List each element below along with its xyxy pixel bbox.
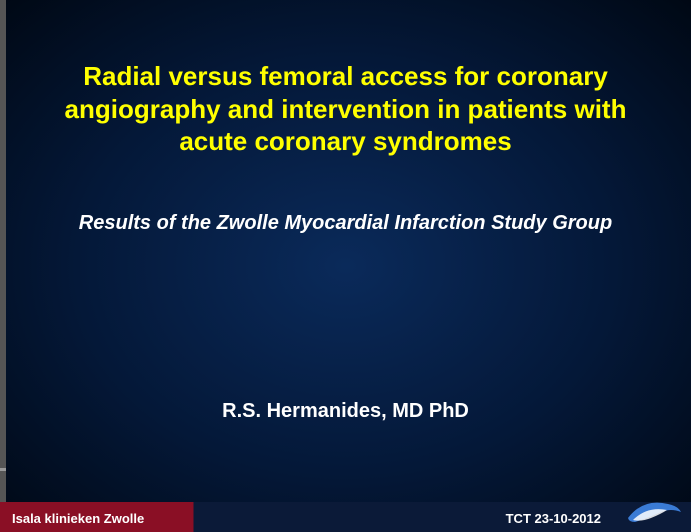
footer-event-date: TCT 23-10-2012 <box>506 511 601 526</box>
presentation-slide: Radial versus femoral access for coronar… <box>0 0 691 532</box>
slide-title: Radial versus femoral access for coronar… <box>40 60 651 158</box>
slide-subtitle: Results of the Zwolle Myocardial Infarct… <box>40 210 651 236</box>
left-edge-strip <box>0 0 6 532</box>
slide-footer: Isala klinieken Zwolle TCT 23-10-2012 <box>0 486 691 532</box>
footer-institution: Isala klinieken Zwolle <box>12 511 144 526</box>
slide-author: R.S. Hermanides, MD PhD <box>40 400 651 423</box>
edge-tick <box>0 468 6 471</box>
bird-logo-icon <box>623 490 683 530</box>
